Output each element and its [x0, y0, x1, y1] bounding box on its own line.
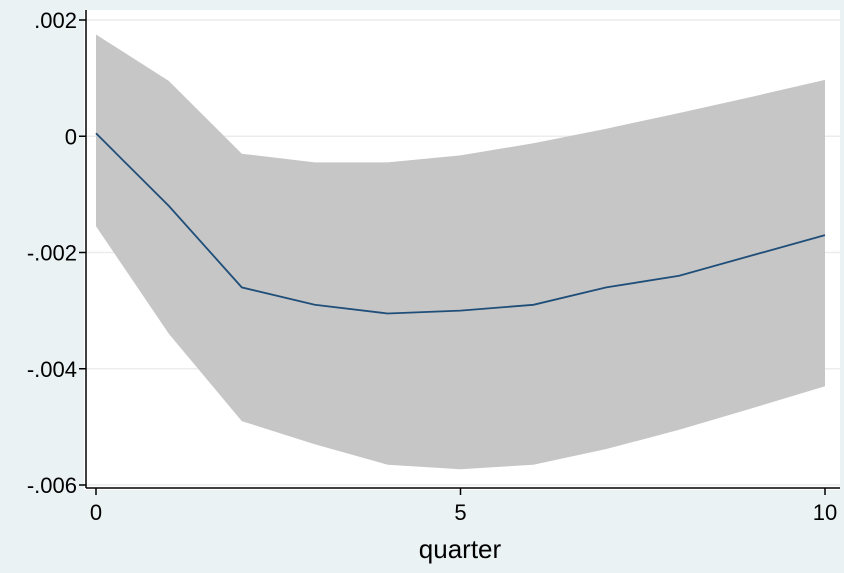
- confidence-band: [96, 34, 825, 470]
- x-tick-label: 5: [454, 500, 466, 525]
- axes: .002 0 -.002 -.004 -.006 0 5 10: [27, 8, 840, 525]
- y-tick-label: -.004: [27, 357, 77, 382]
- confidence-bands: [96, 34, 825, 470]
- series-line: [95, 132, 826, 315]
- y-tick-label: .002: [34, 8, 77, 33]
- series-lines: [95, 132, 826, 315]
- x-tick-label: 0: [90, 500, 102, 525]
- x-tick-label: 10: [813, 500, 837, 525]
- y-tick-label: -.002: [27, 241, 77, 266]
- x-axis-title: quarter: [419, 534, 502, 564]
- y-tick-label: 0: [65, 124, 77, 149]
- y-tick-label: -.006: [27, 473, 77, 498]
